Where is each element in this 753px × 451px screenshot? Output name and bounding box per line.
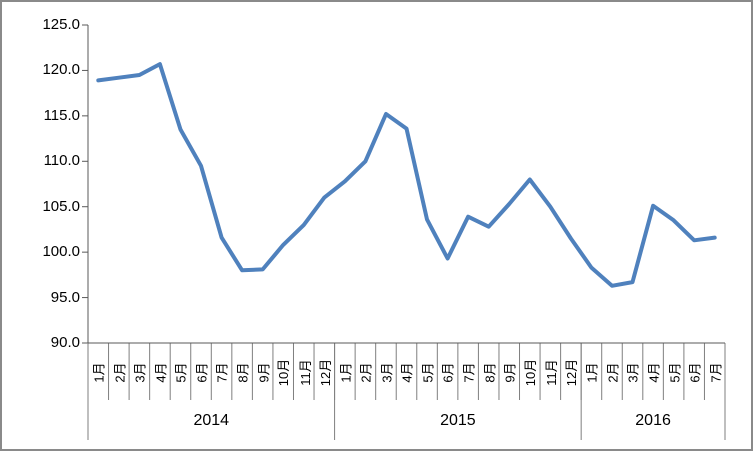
x-axis-month-label-text: 1月 (338, 362, 354, 383)
x-axis-month-label: 1月 (335, 345, 356, 400)
x-axis-month-label: 7月 (458, 345, 479, 400)
x-axis-month-label-text: 3月 (379, 362, 395, 383)
x-axis-month-label-text: 6月 (687, 362, 703, 383)
x-axis-month-label-text: 6月 (441, 362, 457, 383)
x-axis-month-label-text: 12月 (317, 358, 333, 387)
x-axis-month-label-text: 2月 (112, 362, 128, 383)
y-axis-tick-label: 100.0 (42, 243, 80, 261)
x-axis-month-label: 12月 (561, 345, 582, 400)
x-axis-month-label: 8月 (478, 345, 499, 400)
y-axis-tick-label: 115.0 (43, 106, 80, 124)
x-axis-month-label: 4月 (150, 345, 171, 400)
x-axis-month-label-text: 4月 (153, 362, 169, 383)
x-axis-month-label: 3月 (622, 345, 643, 400)
x-axis-month-label: 3月 (129, 345, 150, 400)
x-axis-month-label-text: 11月 (543, 359, 559, 386)
x-axis-month-label-text: 10月 (276, 358, 292, 387)
x-axis-year-label: 2014 (193, 412, 230, 429)
y-axis-tick-label: 105.0 (42, 197, 80, 215)
x-axis-month-label: 2月 (602, 345, 623, 400)
x-axis-month-label: 3月 (376, 345, 397, 400)
x-axis-year-label: 2015 (440, 412, 476, 429)
x-axis-month-label-text: 2月 (605, 362, 621, 383)
data-series-line (96, 62, 717, 288)
x-axis-month-label: 9月 (252, 345, 273, 400)
x-axis-month-label-text: 9月 (502, 362, 518, 383)
x-axis-month-label-text: 10月 (523, 358, 539, 387)
x-axis-month-label: 11月 (540, 345, 561, 400)
x-axis-month-label-text: 8月 (482, 362, 498, 383)
x-axis-year-label: 2016 (635, 412, 671, 429)
x-axis-month-label: 1月 (88, 345, 109, 400)
x-axis-month-label-text: 5月 (173, 362, 189, 383)
x-axis-month-label: 4月 (643, 345, 664, 400)
y-axis-tick-label: 110.0 (43, 152, 80, 170)
y-axis-tick-label: 125.0 (42, 16, 80, 33)
x-axis-month-label: 7月 (704, 345, 725, 400)
x-axis-month-label-text: 5月 (420, 362, 436, 383)
x-axis-month-label-text: 7月 (708, 362, 724, 383)
x-axis-month-label-text: 8月 (235, 362, 251, 383)
x-axis-month-label-text: 3月 (132, 362, 148, 383)
x-axis-month-label-text: 7月 (215, 362, 231, 383)
x-axis-month-label-text: 1月 (91, 362, 107, 383)
x-axis-month-label-text: 1月 (584, 362, 600, 383)
x-axis-month-label-text: 2月 (358, 362, 374, 383)
x-axis-month-label: 6月 (191, 345, 212, 400)
x-axis-month-label: 5月 (663, 345, 684, 400)
x-axis-month-label: 8月 (232, 345, 253, 400)
x-axis-month-label: 2月 (109, 345, 130, 400)
x-axis-month-label-text: 6月 (194, 362, 210, 383)
x-axis-month-label: 1月 (581, 345, 602, 400)
x-axis-month-label: 10月 (520, 345, 541, 400)
y-axis-tick-label: 90.0 (50, 334, 80, 351)
x-axis-month-label-text: 4月 (399, 362, 415, 383)
x-axis-month-label: 4月 (396, 345, 417, 400)
y-axis-tick-label: 95.0 (50, 288, 80, 306)
x-axis-month-label: 7月 (211, 345, 232, 400)
x-axis-month-label: 11月 (293, 345, 314, 400)
x-axis-month-label-text: 3月 (626, 362, 642, 383)
x-axis-month-label-text: 11月 (297, 359, 313, 386)
x-axis-month-label: 9月 (499, 345, 520, 400)
x-axis-month-label: 10月 (273, 345, 294, 400)
x-axis-month-label-text: 5月 (667, 362, 683, 383)
x-axis-month-label: 6月 (684, 345, 705, 400)
x-axis-month-label: 6月 (437, 345, 458, 400)
y-axis-tick-label: 120.0 (42, 61, 80, 79)
x-axis-month-label: 5月 (417, 345, 438, 400)
x-axis-month-label-text: 4月 (646, 362, 662, 383)
x-axis-month-label-text: 9月 (256, 362, 272, 383)
x-axis-month-label-text: 7月 (461, 362, 477, 383)
x-axis-month-label-text: 12月 (564, 358, 580, 387)
x-axis-month-label: 5月 (170, 345, 191, 400)
x-axis-month-label: 2月 (355, 345, 376, 400)
x-axis-month-label: 12月 (314, 345, 335, 400)
